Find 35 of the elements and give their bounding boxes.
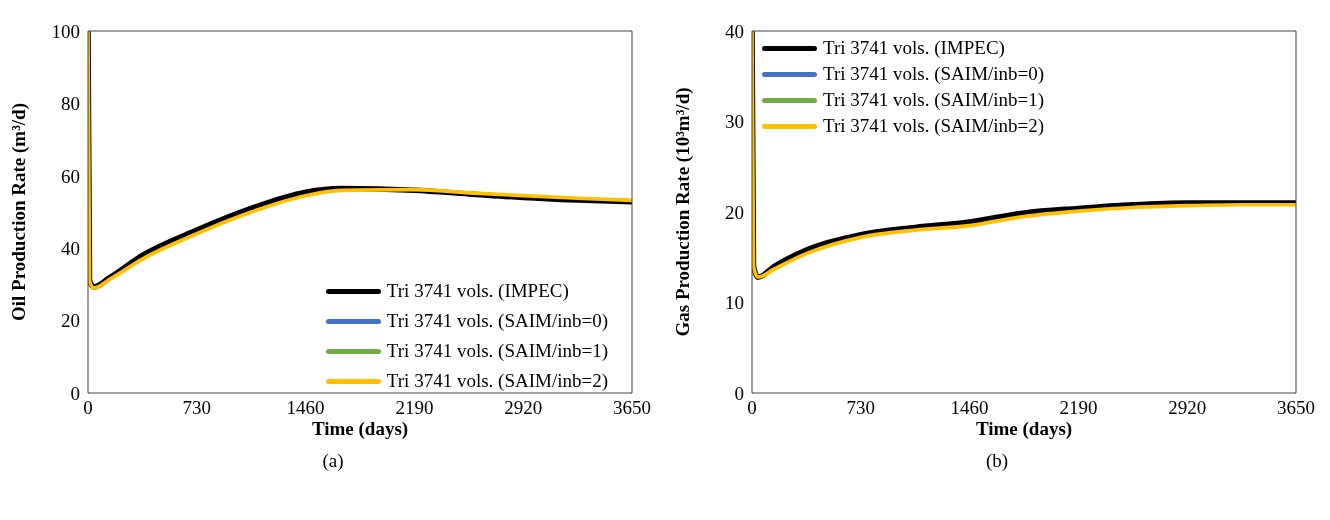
- x-tick-label: 2190: [395, 397, 434, 419]
- y-axis-title: Oil Production Rate (m³/d): [7, 102, 30, 322]
- x-tick-label: 730: [182, 397, 212, 419]
- y-tick-label: 80: [61, 93, 80, 115]
- x-tick-label: 2920: [504, 397, 543, 419]
- x-tick-label: 3650: [1277, 397, 1315, 419]
- legend-label: Tri 3741 vols. (SAIM/inb=0): [823, 62, 1045, 86]
- y-tick-label: 40: [725, 20, 744, 42]
- x-tick-label: 730: [846, 397, 876, 419]
- x-tick-label: 1460: [950, 397, 989, 419]
- y-tick-label: 20: [61, 310, 80, 332]
- legend-label: Tri 3741 vols. (SAIM/inb=2): [823, 114, 1045, 138]
- text: (a): [321, 450, 345, 472]
- y-tick-label: 20: [725, 201, 744, 223]
- y-tick-label: 100: [51, 20, 80, 42]
- x-axis-title: Time (days): [975, 418, 1073, 440]
- x-axis-title: Time (days): [311, 418, 409, 440]
- x-tick-label: 3650: [613, 397, 651, 419]
- legend-label: Tri 3741 vols. (SAIM/inb=1): [823, 88, 1045, 112]
- y-tick-label: 30: [725, 111, 744, 133]
- legend-label: Tri 3741 vols. (SAIM/inb=0): [386, 309, 608, 333]
- y-tick-label: 0: [734, 382, 744, 404]
- x-tick-label: 1460: [286, 397, 325, 419]
- x-tick-label: 2920: [1168, 397, 1207, 419]
- y-axis-title: Gas Production Rate (10³m³/d): [671, 87, 694, 337]
- legend-label: Tri 3741 vols. (IMPEC): [386, 279, 569, 303]
- y-tick-label: 10: [725, 292, 744, 314]
- y-tick-label: 0: [70, 382, 80, 404]
- y-tick-label: 40: [61, 237, 80, 259]
- legend-label: Tri 3741 vols. (SAIM/inb=2): [386, 369, 608, 393]
- x-tick-label: 2190: [1059, 397, 1098, 419]
- legend-label: Tri 3741 vols. (SAIM/inb=1): [386, 339, 608, 363]
- y-tick-label: 60: [61, 165, 80, 187]
- legend-label: Tri 3741 vols. (IMPEC): [823, 36, 1005, 60]
- text: (b): [984, 450, 1010, 472]
